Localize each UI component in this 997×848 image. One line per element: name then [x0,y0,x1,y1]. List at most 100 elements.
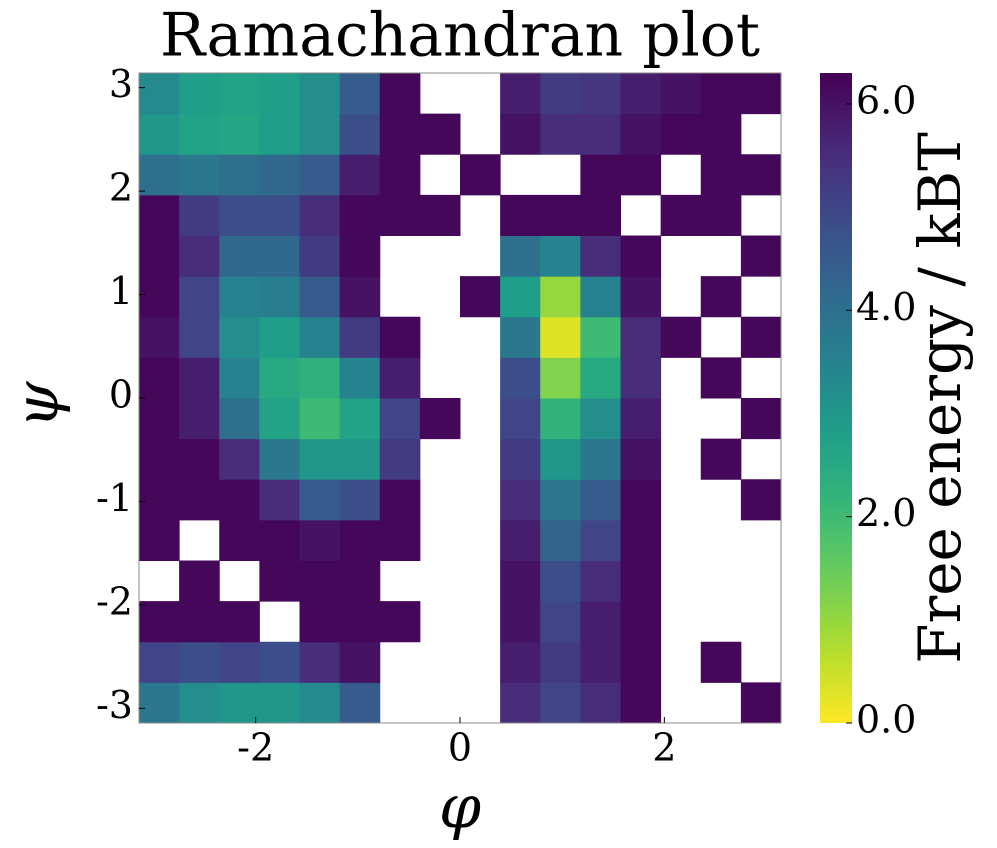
heat-cell [540,398,581,440]
heat-cell [299,479,341,521]
heat-cell [540,560,581,602]
heat-cell [139,682,180,724]
heat-cell [179,73,220,115]
heat-cell [500,601,541,643]
heat-cell [179,194,220,236]
heat-cell [299,560,341,602]
heat-cell [580,113,621,155]
heat-cell [500,194,541,236]
heat-cell [740,154,782,196]
heat-cell [179,357,220,399]
y-tick-label: 1 [109,269,133,313]
heat-cell [419,194,461,236]
heat-cell [500,398,541,440]
heat-cell [139,438,180,480]
heat-cell [299,641,341,683]
heat-cell [179,276,220,318]
heat-cell [500,357,541,399]
heat-cell [219,194,260,236]
heat-cell [580,601,621,643]
heat-cell [219,479,260,521]
heat-cell [700,194,742,236]
heat-cell [540,438,581,480]
heat-cell [259,154,300,196]
heat-cell [540,601,581,643]
heat-cell [179,479,220,521]
heat-cell [299,154,341,196]
heat-cell [540,519,581,561]
heat-cell [700,154,742,196]
heat-cell [740,398,782,440]
heat-cell [139,113,180,155]
heat-cell [500,235,541,277]
x-tick-label: 0 [448,726,472,770]
heat-cell [219,276,260,318]
heat-cell [540,235,581,277]
heat-cell [299,682,341,724]
heat-cell [620,154,662,196]
heat-cell [580,357,621,399]
heat-cell [500,479,541,521]
heat-cell [700,357,742,399]
colorbar-tick-label: 2.0 [856,491,916,535]
y-tick-label: -2 [96,579,133,623]
heat-cell [700,641,742,683]
heat-cell [259,113,300,155]
heat-cell [740,682,782,724]
heat-cell [500,438,541,480]
heat-cell [419,113,461,155]
heat-cell [339,276,381,318]
heat-cell [259,276,300,318]
heat-cell [379,398,421,440]
y-tick-label: -1 [96,476,133,520]
heat-cell [620,560,662,602]
heat-cell [740,479,782,521]
heat-cell [620,316,662,358]
heat-cell [219,154,260,196]
heat-cell [620,438,662,480]
heat-cell [379,73,421,115]
heat-cell [379,316,421,358]
heat-cell [500,316,541,358]
heat-cell [379,601,421,643]
heat-cell [620,73,662,115]
heat-cell [500,73,541,115]
heat-cell [580,682,621,724]
heat-cell [620,113,662,155]
heat-cell [179,316,220,358]
heat-cell [540,276,581,318]
heat-cell [580,194,621,236]
heat-cell [540,357,581,399]
heat-cell [139,357,180,399]
heat-cell [339,316,381,358]
heat-cell [540,641,581,683]
heat-cell [139,154,180,196]
colorbar-label: Free energy / kBT [906,132,974,664]
y-axis-label: ψ [3,381,73,429]
heat-cell [419,398,461,440]
heat-cell [219,438,260,480]
heat-cell [219,682,260,724]
heat-cell [339,560,381,602]
heat-cell [339,73,381,115]
heat-cell [219,357,260,399]
heat-cell [740,73,782,115]
heat-cell [660,113,702,155]
heat-cell [500,519,541,561]
heat-cell [379,154,421,196]
heat-cell [580,560,621,602]
colorbar [820,73,852,723]
heat-cell [299,601,341,643]
heat-cell [139,398,180,440]
heat-cell [299,194,341,236]
heat-cell [339,601,381,643]
heat-cell [580,73,621,115]
heat-cell [259,641,300,683]
heat-cell [379,357,421,399]
heat-cell [139,519,180,561]
heat-cell [139,194,180,236]
heat-cell [219,601,260,643]
heat-cell [500,560,541,602]
heat-cell [179,154,220,196]
